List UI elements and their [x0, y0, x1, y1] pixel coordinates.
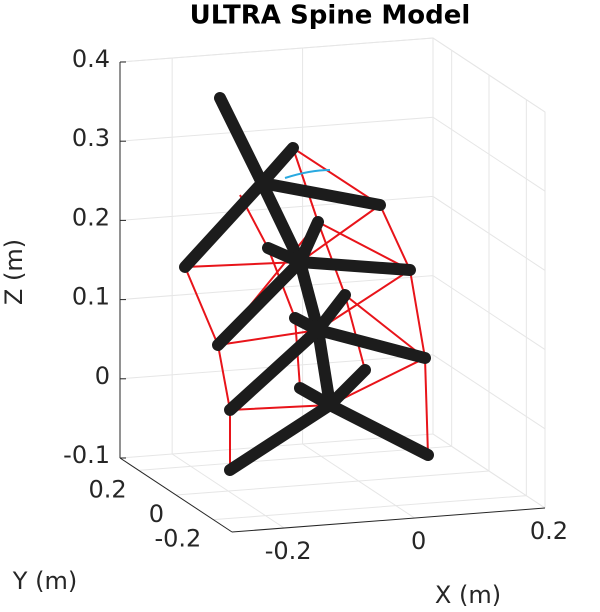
- cable: [379, 204, 429, 456]
- x-tick-label: -0.2: [265, 537, 312, 565]
- z-tick-label: -0.1: [63, 441, 110, 469]
- z-tick-label: 0.4: [72, 45, 110, 73]
- grid-line: [302, 48, 415, 519]
- box-edge: [119, 37, 546, 508]
- spine-model: [179, 92, 434, 476]
- z-tick-label: 0.3: [72, 124, 110, 152]
- vertebra: [224, 364, 434, 476]
- vertebra: [179, 142, 386, 273]
- y-tick-label: -0.2: [155, 525, 202, 553]
- grid-line: [175, 75, 490, 496]
- grid-line: [119, 116, 546, 192]
- cable: [184, 266, 231, 470]
- y-tick-label: 0.2: [88, 475, 126, 503]
- grid: [119, 37, 546, 533]
- grid-line: [213, 99, 527, 521]
- y-axis-label: Y (m): [12, 567, 77, 595]
- z-tick-label: 0: [95, 362, 110, 390]
- grid-line: [119, 433, 546, 509]
- z-tick-label: 0.1: [72, 283, 110, 311]
- x-axis-label: X (m): [435, 581, 501, 609]
- chart-title: ULTRA Spine Model: [190, 1, 471, 31]
- axis-line: [231, 507, 546, 533]
- z-axis-label: Z (m): [0, 239, 28, 305]
- y-tick-label: 0: [149, 500, 164, 528]
- grid-line: [119, 37, 546, 113]
- trace: [284, 169, 331, 179]
- vertebra: [224, 289, 431, 416]
- z-tick-label: 0.2: [72, 203, 110, 231]
- axis-line: [119, 457, 233, 533]
- x-tick-label: 0: [411, 527, 426, 555]
- x-tick-label: 0.2: [530, 517, 568, 545]
- vertebra: [212, 216, 416, 351]
- grid-line: [171, 58, 285, 529]
